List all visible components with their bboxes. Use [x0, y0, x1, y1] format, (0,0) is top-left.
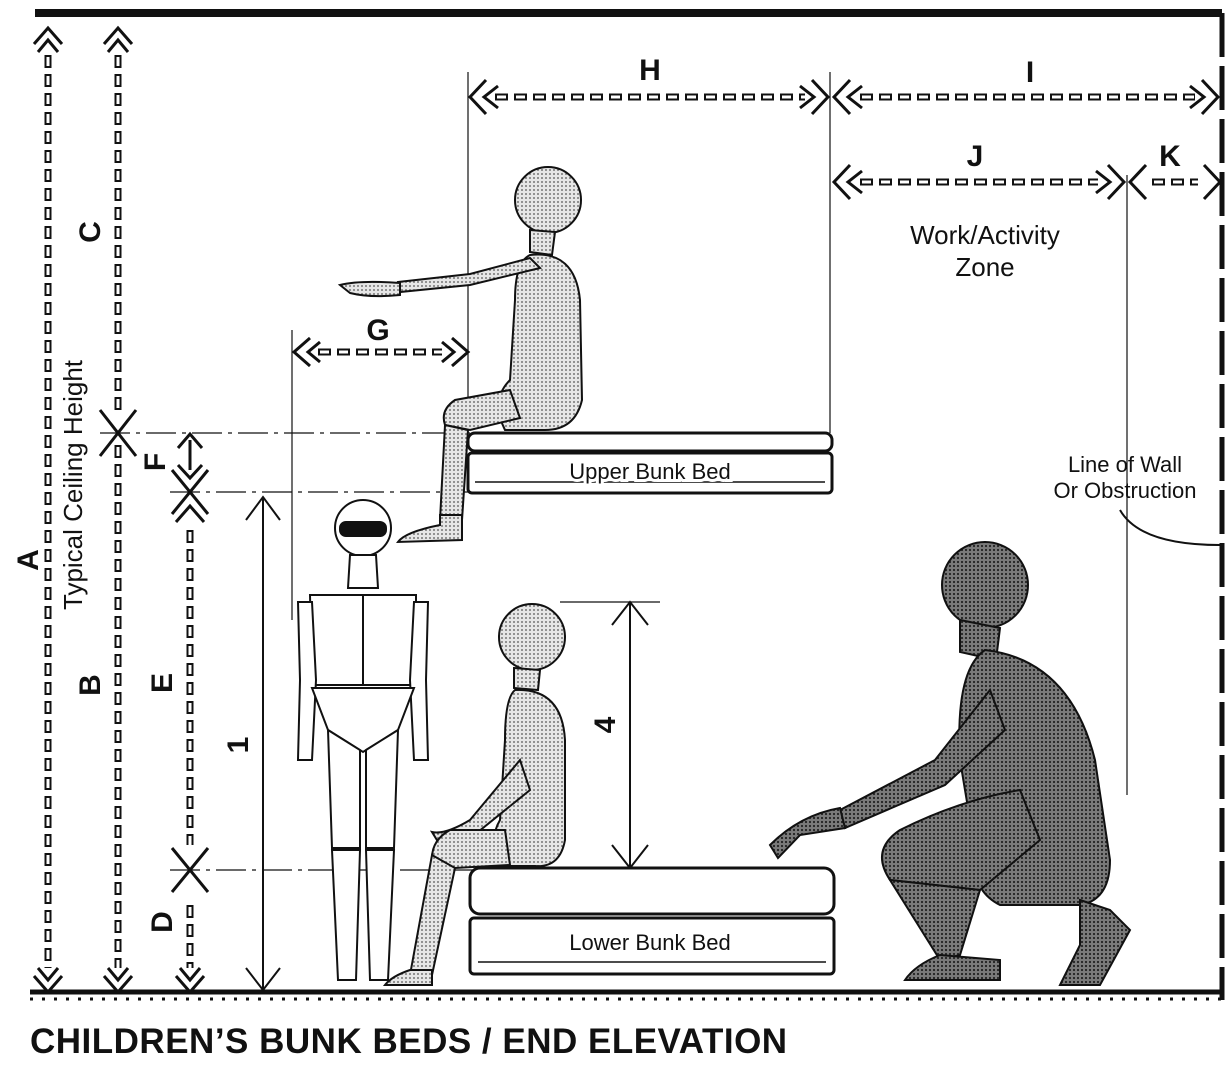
letter-e: E — [146, 673, 179, 693]
dimension-f — [176, 431, 204, 481]
dimension-g — [291, 336, 471, 368]
letter-d: D — [146, 911, 179, 933]
letter-c: C — [74, 221, 107, 243]
seated-child-upper-figure — [337, 166, 584, 544]
zone-label-line2: Zone — [955, 252, 1014, 282]
dimension-1 — [245, 495, 281, 992]
lower-bunk-bed — [468, 866, 836, 976]
dimension-4 — [611, 600, 649, 870]
dimension-i — [831, 78, 1221, 116]
upper-bunk-bed — [466, 431, 834, 495]
ceiling-height-label: Typical Ceiling Height — [58, 359, 88, 610]
diagram-title: CHILDREN’S BUNK BEDS / END ELEVATION — [30, 1022, 788, 1061]
dimension-a — [32, 25, 64, 995]
number-1: 1 — [222, 737, 255, 754]
crouching-adult-figure — [768, 541, 1132, 986]
dimension-k — [1127, 163, 1223, 201]
letter-j: J — [967, 140, 984, 173]
letter-g: G — [366, 314, 389, 347]
number-4: 4 — [589, 716, 622, 733]
wall-label-leader — [1119, 509, 1221, 546]
zone-label-line1: Work/Activity — [910, 220, 1060, 250]
dimension-j — [831, 163, 1127, 201]
lower-bed-label: Lower Bunk Bed — [569, 930, 730, 955]
standing-child-figure — [296, 499, 430, 981]
wall-label-line2: Or Obstruction — [1053, 478, 1196, 503]
letter-i: I — [1026, 56, 1034, 89]
wall-label-line1: Line of Wall — [1068, 452, 1182, 477]
letter-h: H — [639, 54, 661, 87]
letter-f: F — [139, 453, 172, 471]
letter-b: B — [74, 674, 107, 696]
letter-k: K — [1159, 140, 1181, 173]
seated-child-lower-figure — [382, 603, 566, 986]
dimension-h — [467, 78, 831, 116]
letter-a: A — [12, 549, 45, 571]
upper-bed-label: Upper Bunk Bed — [569, 459, 730, 484]
dimension-b — [102, 445, 134, 995]
dimension-d — [174, 905, 206, 995]
